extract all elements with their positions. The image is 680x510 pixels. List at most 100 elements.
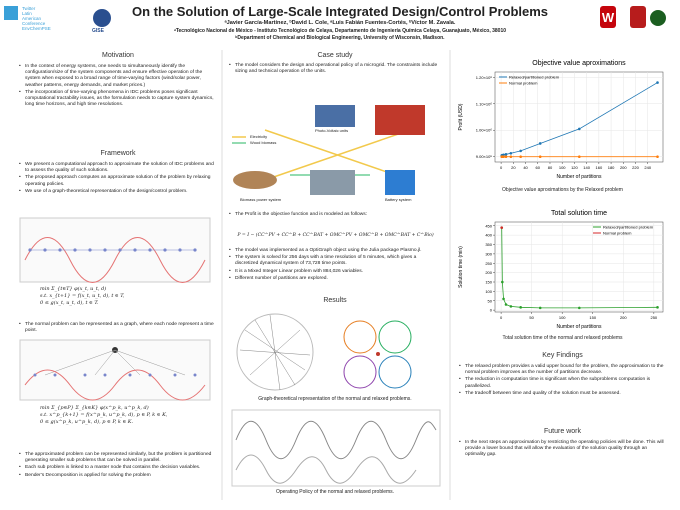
y-tick-label: 50 [488,298,493,303]
line: s.t. x^p_{k+1} = f(x^p_k, u^p_k, d), p ∈… [40,412,168,418]
list: The model was implemented as a OptiGraph… [228,248,438,283]
x-tick-label: 20 [511,165,516,170]
x-tick-label: 220 [632,165,639,170]
authors: ᵃJavier García-Martínez, ᵇDavid L. Cole,… [224,20,456,26]
bullet: Bender's Decomposition is applied for so… [18,473,218,479]
point [656,306,659,309]
caption: Objective value aproximations by the Rel… [502,187,623,193]
logo-uw [600,6,616,28]
graph-figure [19,217,211,283]
point [504,153,508,156]
plot-area [494,221,664,313]
list: The approximated problem can be represen… [18,452,218,480]
point [656,155,659,159]
heading: Framework [100,150,136,157]
y-tick-label: 400 [485,233,492,238]
point [519,306,522,309]
formula: P = I − (CC^PV + CC^B + CC^BAT + OMC^PV … [237,233,434,238]
x-tick-label: 0 [500,315,503,320]
label: Biomass power system [240,197,282,202]
plot-area [494,71,664,163]
point [502,153,505,157]
point [502,155,505,159]
x-tick-label: 120 [571,165,578,170]
x-tick-label: 100 [559,315,566,320]
y-tick-label: 9.00×10⁵ [476,154,493,159]
x-tick-label: 180 [608,165,615,170]
list: We present a computational approach to a… [18,162,218,196]
bullet: The model considers the design and opera… [228,63,438,75]
bullet: The proposed approach computes an approx… [18,175,218,187]
caption: Graph-theoretical representation of the … [258,396,412,402]
title: On the Solution of Large-Scale Integrate… [131,4,549,19]
x-tick-label: 160 [596,165,603,170]
x-tick-label: 60 [536,165,541,170]
logo-label: GISE [92,28,104,34]
caption: Total solution time of the normal and re… [502,335,623,341]
heading: Key Findings [542,352,583,359]
point [504,155,508,159]
bullet: The incorporation of time-varying phenom… [18,90,218,109]
bullet: The system is solved for 256 days with a… [228,255,438,267]
heading: Case study [317,52,353,59]
x-tick-label: 200 [620,315,627,320]
line: 0 ≤ g(x^p_k, u^p_k, d), p ∈ P, k ∈ K. [40,419,134,425]
point [502,297,505,301]
line: American [22,16,42,21]
x-axis-label: Number of partitions [556,174,602,180]
legend-label: Relaxed/partitioned problem [509,75,560,80]
point [578,127,581,131]
line: min Σ_{t∈T} φ(x_t, u_t, d) [40,286,107,292]
x-tick-label: 140 [583,165,590,170]
equations: min Σ_{t∈T} φ(x_t, u_t, d) s.t. x_{t+1} =… [40,286,210,307]
bullet: Different number of partitions are explo… [228,276,438,282]
line: ᵃTecnológico Nacional de México - Instit… [173,28,507,34]
y-tick-label: 1.20×10⁶ [476,75,493,80]
y-tick-label: 1.10×10⁶ [476,101,493,106]
point [519,155,522,159]
label: Battery system [385,197,412,202]
logo-uw2 [630,6,646,28]
list: In the next steps an approximation by re… [458,440,668,460]
point [538,306,542,310]
bullet: The Profit is the objective function and… [228,212,438,218]
point [504,303,508,306]
partition-figure [19,339,211,401]
bullet: The tradeoff between time and quality of… [458,391,668,397]
list: The Profit is the objective function and… [228,212,438,219]
bullet: The relaxed problem provides a valid upp… [458,364,668,376]
point [656,81,659,84]
x-tick-label: 150 [589,315,596,320]
y-tick-label: 1.00×10⁶ [476,128,493,133]
x-tick-label: 100 [559,165,566,170]
microgrid-diagram [232,105,425,195]
point [500,226,504,229]
point [538,155,542,159]
line: ᵇDepartment of Chemical and Biological E… [235,35,445,41]
line: Latin [22,11,32,16]
legend: Electricity Wood biomass [250,134,276,146]
point [578,306,581,310]
x-tick-label: 50 [529,315,534,320]
chart-title: Total solution time [551,210,607,217]
line: s.t. x_{t+1} = f(x_t, u_t, d), t ∈ T, [40,293,125,299]
y-tick-label: 450 [485,223,492,228]
bullet: We use of a graph-theoretical representa… [18,189,218,195]
chart: Objective value aproximations 9.00×10⁵ 1.0… [458,60,664,180]
x-axis-label: Number of partitions [556,324,602,330]
x-tick-label: 240 [644,165,651,170]
affiliations: ᵃTecnológico Nacional de México - Instit… [130,28,550,42]
line: 0 ≤ g(x_t, u_t, d), t ∈ T. [40,300,99,306]
label: Wood biomass [250,140,277,145]
point [519,149,522,153]
y-tick-label: 0 [490,308,493,313]
line: Conference [22,21,46,26]
x-tick-label: 200 [620,165,627,170]
legend-label: Relaxed/partitioned problem [603,225,654,230]
results-graphs [236,313,412,391]
bullet: In the next steps an approximation by re… [458,440,668,459]
policy-figure [231,409,441,487]
y-axis-label: Profit (USD) [458,103,464,130]
bullet: It is a Mixed Integer Linear problem wit… [228,269,438,275]
